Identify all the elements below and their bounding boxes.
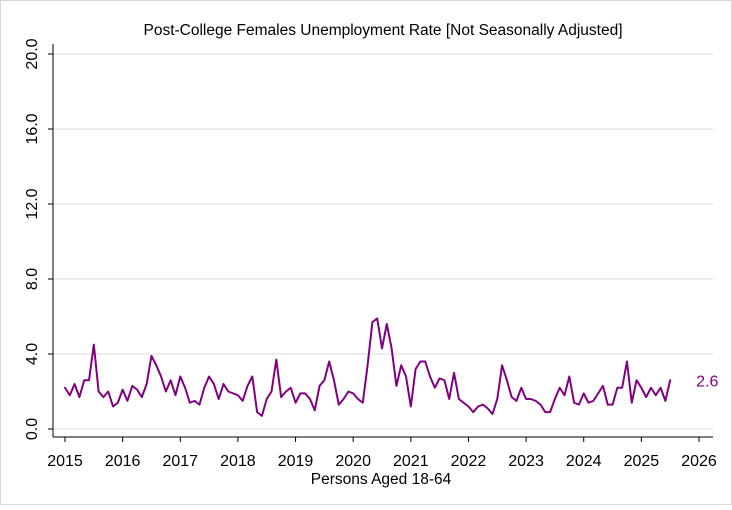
y-tick-label-4: 16.0 <box>24 113 41 144</box>
x-tick-label-4: 2019 <box>278 453 314 470</box>
x-axis-label: Persons Aged 18-64 <box>311 471 452 488</box>
x-tick-label-8: 2023 <box>508 453 544 470</box>
y-tick-label-5: 20.0 <box>24 38 41 69</box>
chart-title: Post-College Females Unemployment Rate [… <box>143 22 622 39</box>
x-tick-label-1: 2016 <box>105 453 141 470</box>
x-tick-label-11: 2026 <box>681 453 717 470</box>
x-tick-label-9: 2024 <box>566 453 602 470</box>
y-tick-label-2: 8.0 <box>24 268 41 290</box>
y-tick-label-3: 12.0 <box>24 188 41 219</box>
y-tick-label-1: 4.0 <box>24 343 41 365</box>
axes <box>48 44 713 442</box>
last-value-label: 2.6 <box>696 373 718 390</box>
x-tick-label-7: 2022 <box>451 453 487 470</box>
tick-labels: 0.0 4.0 8.0 12.0 16.0 20.0 2015 2016 2017 2018 201… <box>24 38 717 470</box>
x-tick-label-5: 2020 <box>335 453 371 470</box>
x-tick-label-3: 2018 <box>220 453 256 470</box>
x-tick-label-2: 2017 <box>162 453 198 470</box>
x-tick-label-0: 2015 <box>47 453 83 470</box>
gridlines <box>53 53 713 430</box>
x-tick-label-6: 2021 <box>393 453 429 470</box>
series-line-0 <box>64 317 672 417</box>
x-tick-label-10: 2025 <box>624 453 660 470</box>
y-tick-label-0: 0.0 <box>24 418 41 440</box>
series: 2.6 <box>64 317 719 417</box>
